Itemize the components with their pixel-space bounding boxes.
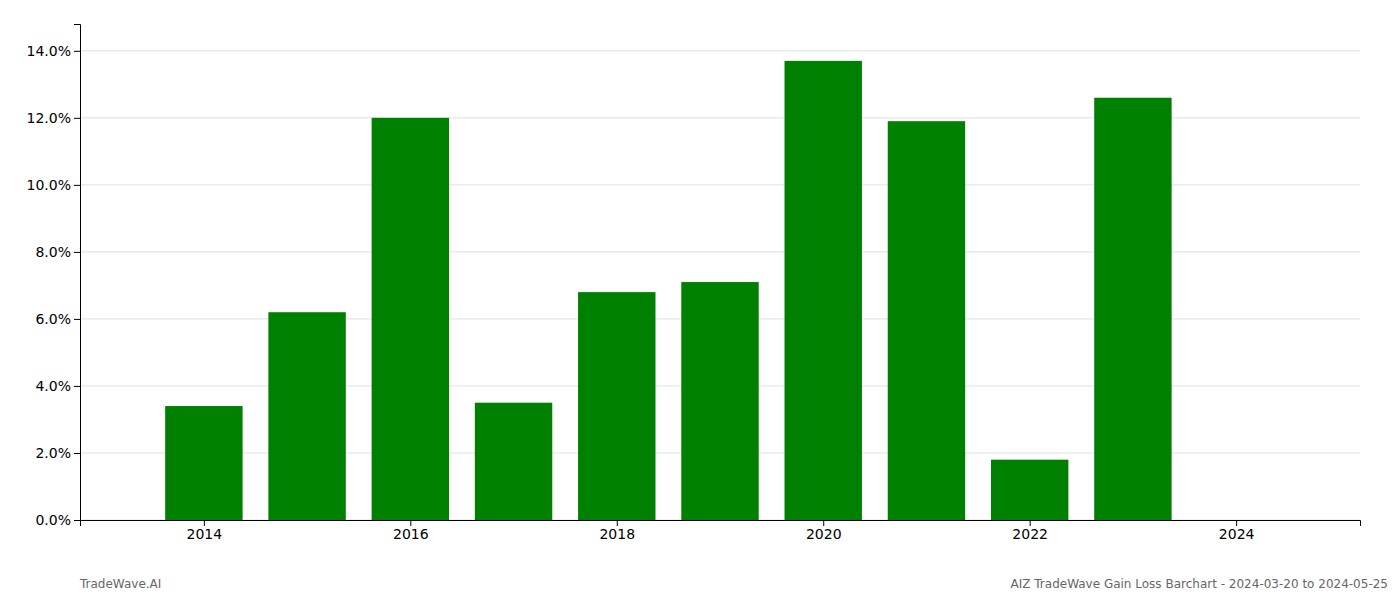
plot: 2014 2016 2018 2020 2022 2024 0.0% 2.0% 4.0% 6.0%… [27,25,1361,542]
chart: 2014 2016 2018 2020 2022 2024 0.0% 2.0% 4.0% 6.0%… [0,0,1400,600]
x-tick: 2024 [1219,520,1255,542]
axis-line [81,521,1361,527]
bar [372,118,449,520]
bar [475,403,552,520]
x-tick: 2016 [393,520,429,542]
x-tick: 2018 [599,520,635,542]
tick-label: 12.0% [27,110,71,126]
bars [165,61,1171,520]
y-tick: 0.0% [35,512,80,528]
y-tick: 2.0% [35,445,80,461]
tick-mark [74,185,80,186]
tick-mark [74,252,80,253]
y-tick: 8.0% [35,244,80,260]
bar [1094,98,1171,520]
tick-label: 6.0% [35,311,71,327]
tick-label: 2014 [187,526,223,542]
axis-line [74,25,81,521]
y-tick: 4.0% [35,378,80,394]
tick-mark [74,520,80,521]
bar [888,121,965,520]
tick-label: 2018 [599,526,635,542]
x-axis: 2014 2016 2018 2020 2022 2024 [81,520,1361,542]
tick-label: 2016 [393,526,429,542]
footer-right: AIZ TradeWave Gain Loss Barchart - 2024-… [1011,577,1389,591]
y-tick: 12.0% [27,110,80,126]
tick-label: 0.0% [35,512,71,528]
tick-label: 2020 [806,526,842,542]
tick-label: 2.0% [35,445,71,461]
bar [785,61,862,520]
y-tick: 10.0% [27,177,80,193]
tick-label: 4.0% [35,378,71,394]
bar [991,460,1068,520]
y-tick: 14.0% [27,43,80,59]
tick-mark [74,386,80,387]
grid-line [80,50,1360,51]
y-axis: 0.0% 2.0% 4.0% 6.0% 8.0% 10.0% 12.0% 14.0% [27,25,81,528]
x-tick: 2020 [806,520,842,542]
tick-label: 8.0% [35,244,71,260]
bar [165,406,242,520]
x-tick: 2022 [1012,520,1048,542]
tick-mark [74,319,80,320]
tick-label: 2022 [1012,526,1048,542]
tick-mark [74,118,80,119]
grid [80,51,1360,520]
tick-label: 2024 [1219,526,1255,542]
bar [578,292,655,520]
tick-mark [74,51,80,52]
bar [268,312,345,520]
x-tick: 2014 [187,520,223,542]
footer-left: TradeWave.AI [79,577,161,591]
bar [681,282,758,520]
y-tick: 6.0% [35,311,80,327]
tick-label: 14.0% [27,43,71,59]
tick-label: 10.0% [27,177,71,193]
tick-mark [74,453,80,454]
